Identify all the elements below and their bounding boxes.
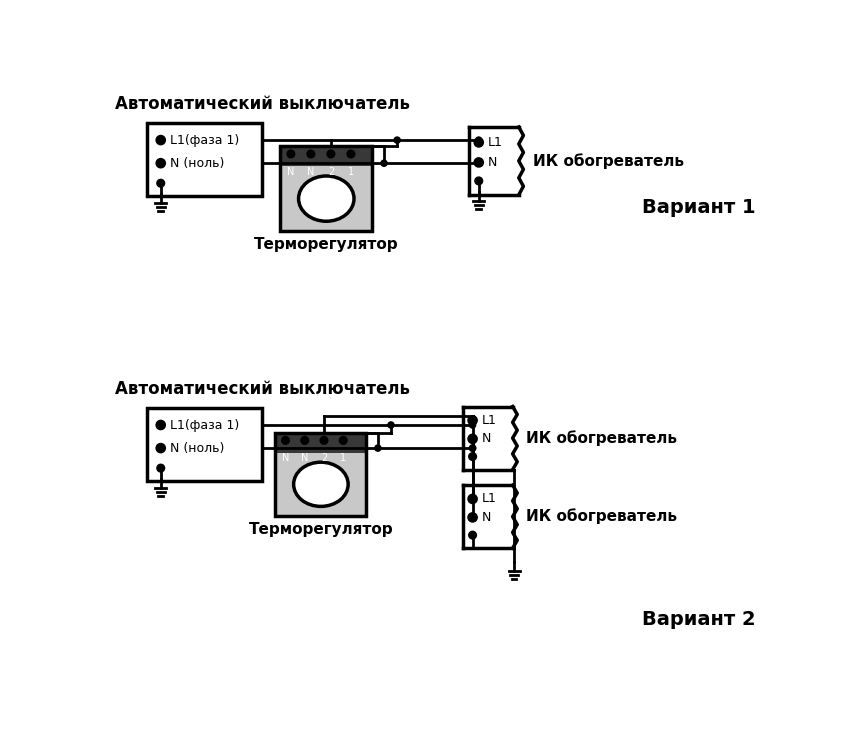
Circle shape <box>468 416 477 425</box>
Text: N: N <box>482 432 491 446</box>
Bar <box>280 147 372 231</box>
Circle shape <box>469 422 476 428</box>
Circle shape <box>476 137 482 143</box>
Circle shape <box>381 160 387 166</box>
Circle shape <box>156 443 166 452</box>
Ellipse shape <box>293 462 348 507</box>
Circle shape <box>347 150 354 158</box>
Circle shape <box>339 437 347 444</box>
Text: N: N <box>301 454 309 464</box>
Circle shape <box>157 179 165 187</box>
Circle shape <box>327 150 335 158</box>
Circle shape <box>307 150 314 158</box>
Circle shape <box>156 158 166 168</box>
Text: 1: 1 <box>340 454 346 464</box>
Circle shape <box>394 137 400 143</box>
Text: Вариант 2: Вариант 2 <box>642 610 755 629</box>
Text: Вариант 1: Вариант 1 <box>642 199 755 217</box>
Text: N: N <box>482 511 491 524</box>
Circle shape <box>320 437 328 444</box>
Circle shape <box>475 177 483 185</box>
Circle shape <box>468 531 477 539</box>
Circle shape <box>469 445 476 451</box>
Text: N: N <box>282 454 289 464</box>
Text: N: N <box>287 167 295 177</box>
Circle shape <box>468 513 477 522</box>
Ellipse shape <box>298 176 354 221</box>
Text: Автоматический выключатель: Автоматический выключатель <box>115 95 410 113</box>
Bar <box>275 433 366 516</box>
Text: N: N <box>307 167 314 177</box>
Text: 1: 1 <box>348 167 354 177</box>
Text: L1: L1 <box>482 493 496 505</box>
Bar <box>280 166 372 231</box>
Bar <box>147 408 263 481</box>
Circle shape <box>388 422 394 428</box>
Bar <box>275 433 366 452</box>
Circle shape <box>468 452 477 461</box>
Bar <box>147 124 263 196</box>
Text: ИК обогреватель: ИК обогреватель <box>526 430 677 446</box>
Text: Терморегулятор: Терморегулятор <box>254 237 399 252</box>
Circle shape <box>474 138 484 147</box>
Circle shape <box>474 158 484 167</box>
Text: 2: 2 <box>320 454 327 464</box>
Text: L1(фаза 1): L1(фаза 1) <box>170 418 239 432</box>
Text: N (ноль): N (ноль) <box>170 157 224 170</box>
Text: N (ноль): N (ноль) <box>170 442 224 455</box>
Text: Терморегулятор: Терморегулятор <box>248 522 394 537</box>
Text: ИК обогреватель: ИК обогреватель <box>533 153 683 169</box>
Text: Автоматический выключатель: Автоматический выключатель <box>115 380 410 398</box>
Circle shape <box>476 160 482 166</box>
Text: L1: L1 <box>482 414 496 427</box>
Circle shape <box>468 434 477 443</box>
Circle shape <box>468 494 477 504</box>
Bar <box>280 147 372 166</box>
Bar <box>275 452 366 516</box>
Circle shape <box>301 437 309 444</box>
Text: 2: 2 <box>328 167 334 177</box>
Circle shape <box>375 445 381 451</box>
Text: L1: L1 <box>488 136 503 149</box>
Circle shape <box>281 437 289 444</box>
Circle shape <box>156 420 166 429</box>
Text: ИК обогреватель: ИК обогреватель <box>526 509 677 525</box>
Text: L1(фаза 1): L1(фаза 1) <box>170 134 239 147</box>
Text: N: N <box>488 156 497 169</box>
Circle shape <box>156 135 166 145</box>
Circle shape <box>469 445 476 451</box>
Circle shape <box>157 464 165 472</box>
Circle shape <box>287 150 295 158</box>
